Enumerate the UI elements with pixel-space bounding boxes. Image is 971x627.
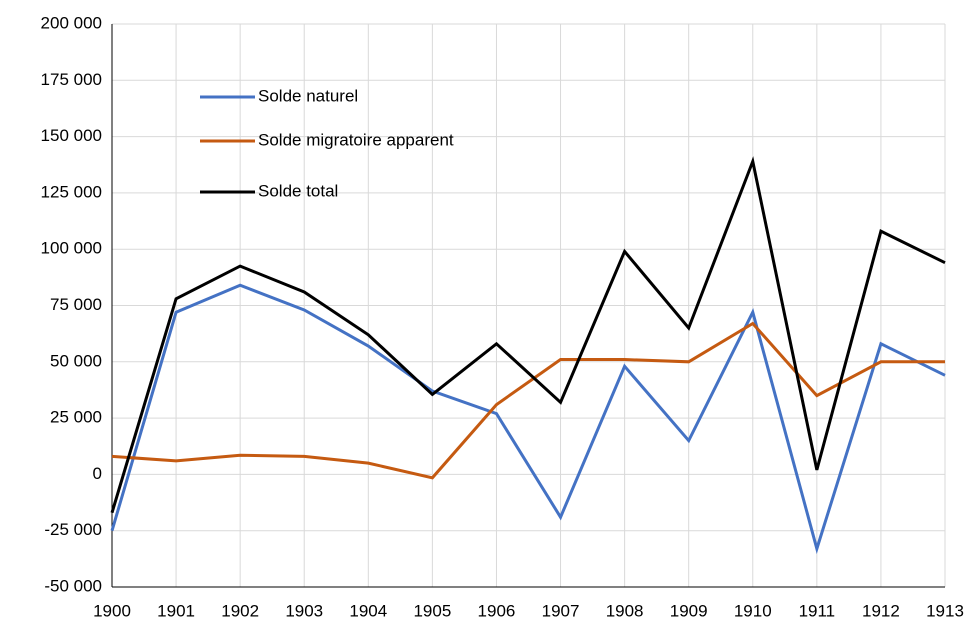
x-tick-label: 1912: [862, 601, 900, 620]
legend-label: Solde naturel: [258, 86, 358, 105]
x-tick-label: 1903: [285, 601, 323, 620]
y-tick-label: 25 000: [50, 408, 102, 427]
x-tick-label: 1911: [799, 601, 836, 620]
legend-label: Solde total: [258, 181, 338, 200]
legend-label: Solde migratoire apparent: [258, 130, 454, 149]
y-tick-label: -50 000: [44, 576, 102, 595]
y-tick-label: 125 000: [41, 182, 102, 201]
x-tick-label: 1909: [670, 601, 708, 620]
x-tick-label: 1908: [606, 601, 644, 620]
y-tick-label: 200 000: [41, 13, 102, 32]
y-tick-label: 175 000: [41, 70, 102, 89]
y-tick-label: 100 000: [41, 239, 102, 258]
x-tick-label: 1904: [349, 601, 387, 620]
y-tick-label: 150 000: [41, 126, 102, 145]
x-tick-label: 1905: [413, 601, 451, 620]
x-tick-label: 1913: [926, 601, 964, 620]
y-tick-label: -25 000: [44, 520, 102, 539]
x-tick-label: 1900: [93, 601, 131, 620]
x-tick-label: 1906: [478, 601, 516, 620]
y-tick-label: 50 000: [50, 351, 102, 370]
y-tick-label: 75 000: [50, 295, 102, 314]
x-tick-label: 1902: [221, 601, 259, 620]
series-line: [110, 156, 946, 514]
y-tick-label: 0: [93, 464, 102, 483]
x-tick-label: 1910: [734, 601, 772, 620]
x-tick-label: 1901: [157, 601, 195, 620]
series-line: [111, 321, 945, 480]
series-line: [110, 283, 946, 555]
x-tick-label: 1907: [542, 601, 580, 620]
